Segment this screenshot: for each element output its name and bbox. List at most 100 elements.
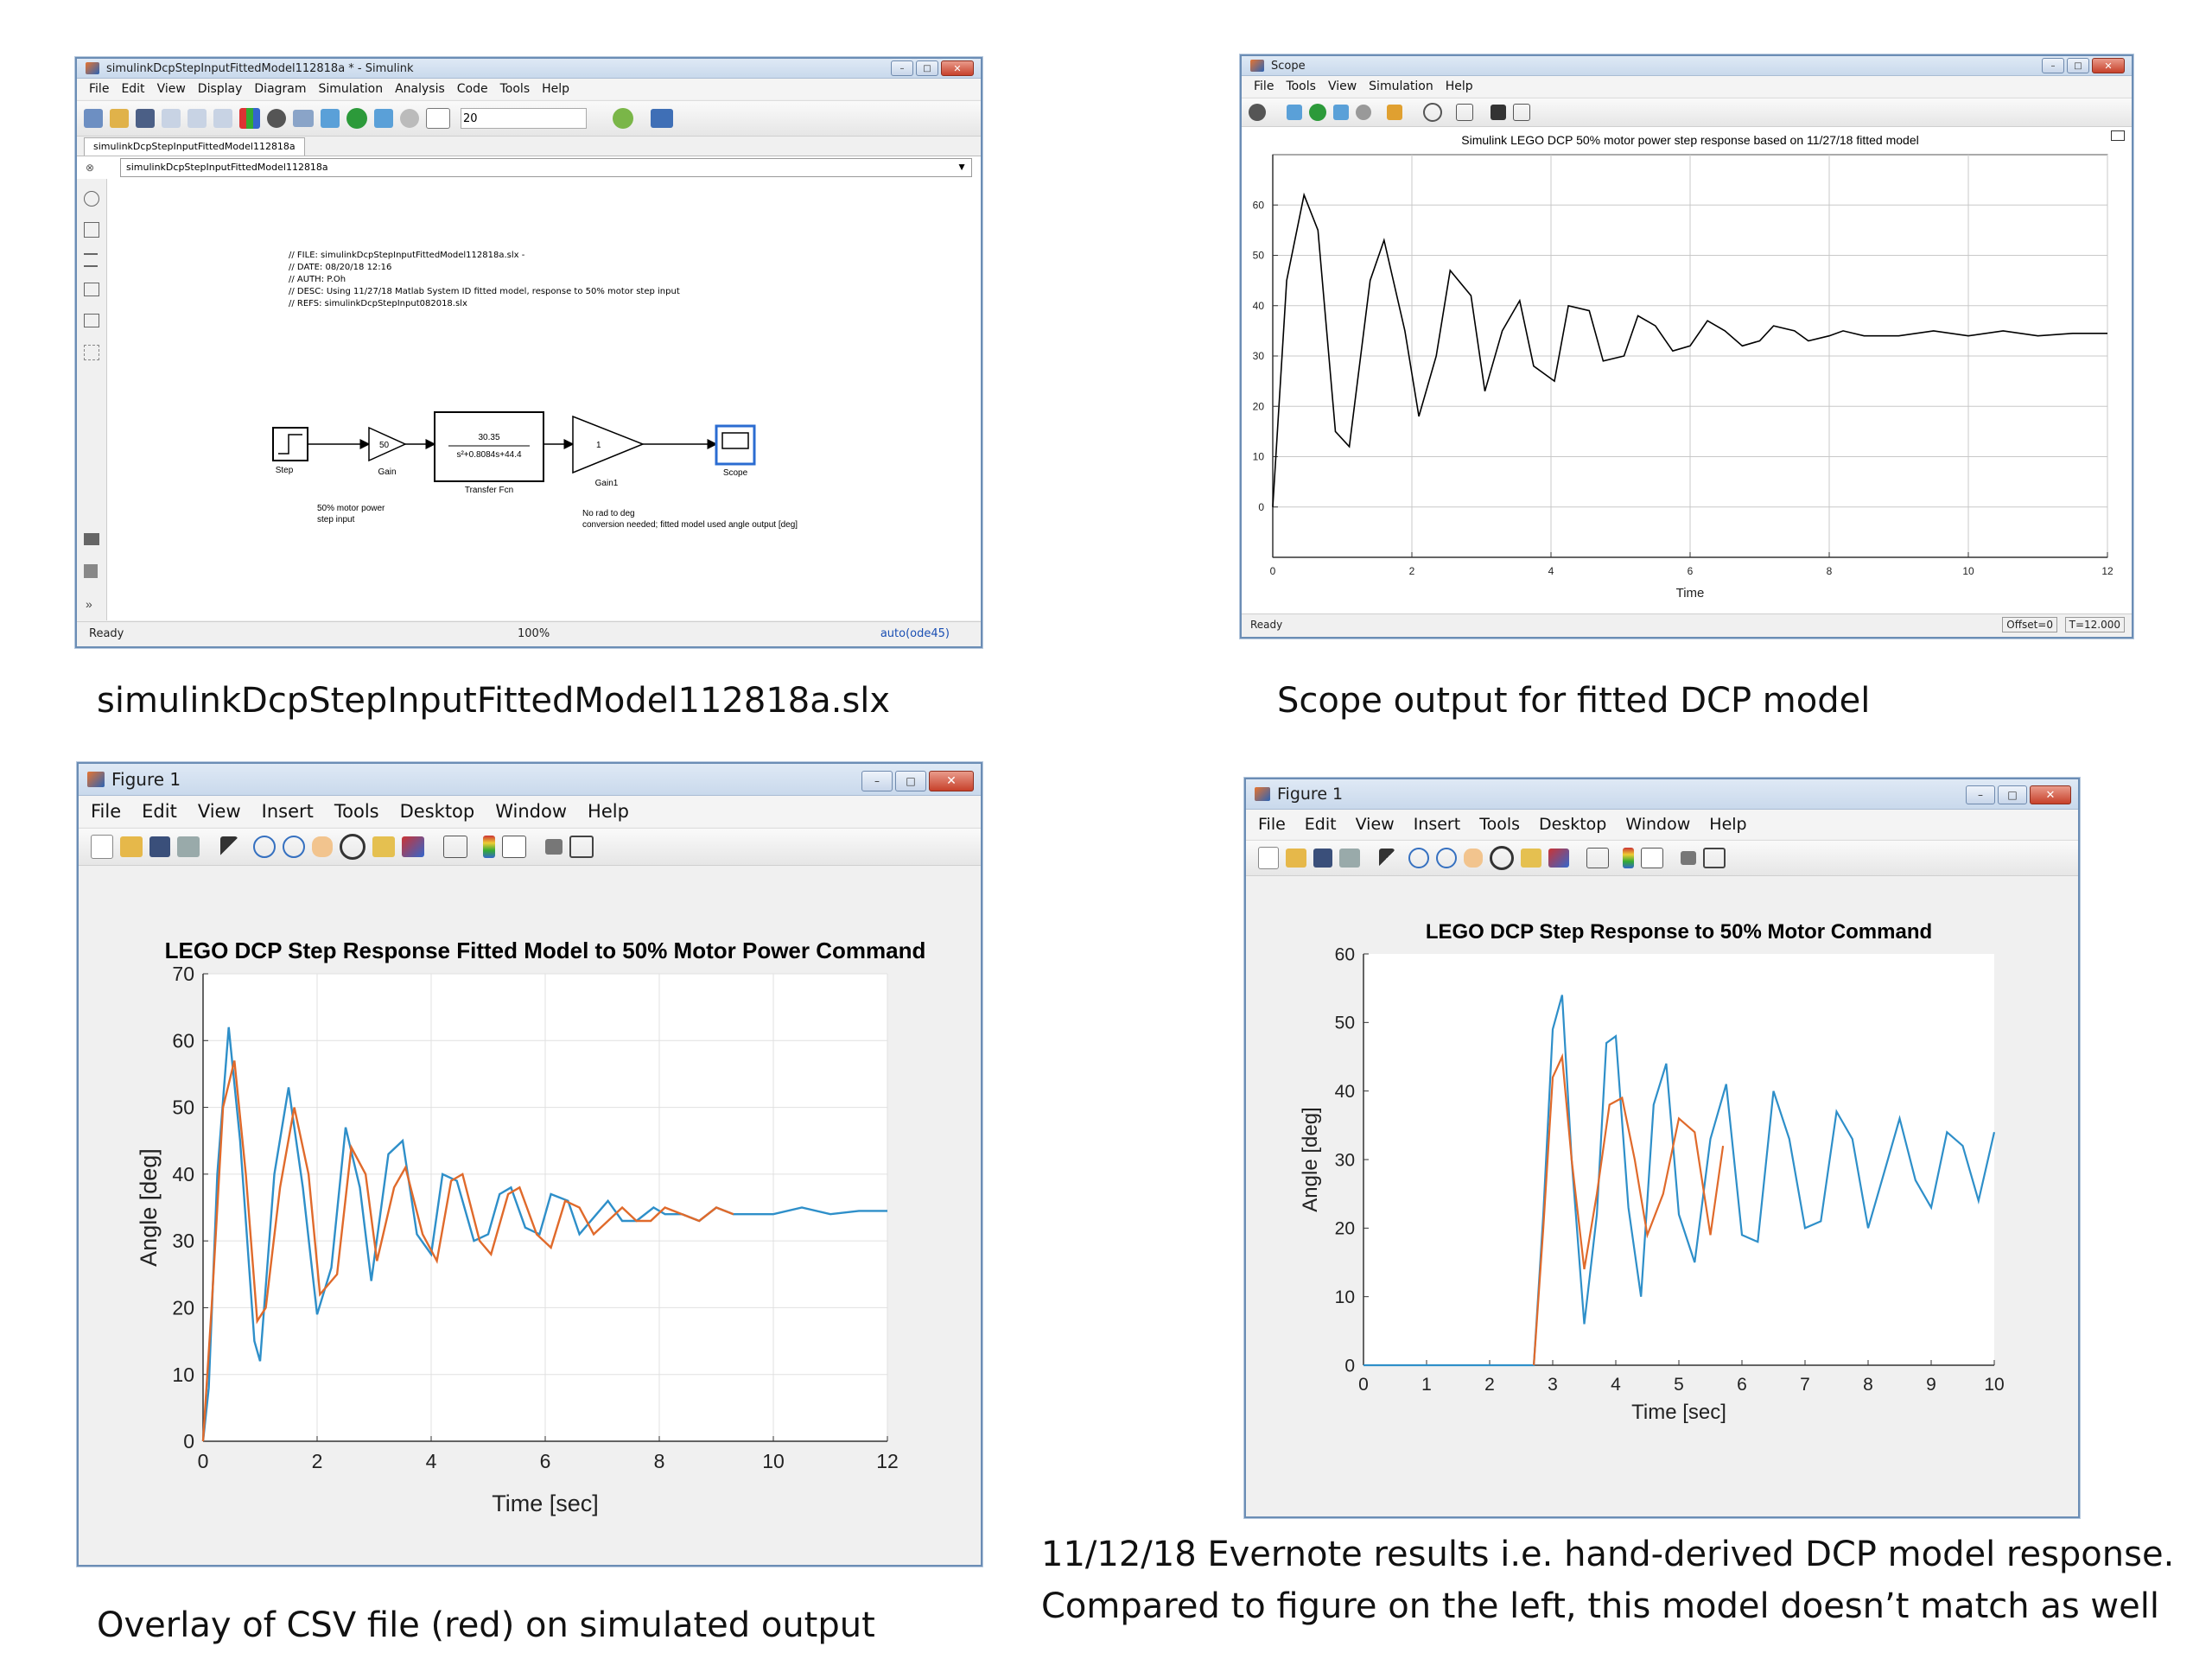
close-button[interactable]: ✕	[929, 771, 974, 791]
menu-window[interactable]: Window	[1625, 815, 1691, 834]
brush-icon[interactable]	[1548, 849, 1569, 868]
settings-gear-icon[interactable]	[267, 109, 286, 128]
close-button[interactable]: ✕	[2030, 785, 2071, 804]
step-block[interactable]	[272, 427, 308, 461]
brush-icon[interactable]	[402, 836, 424, 857]
menu-simulation[interactable]: Simulation	[1369, 79, 1433, 93]
menu-display[interactable]: Display	[197, 82, 243, 96]
menu-help[interactable]: Help	[588, 801, 629, 822]
highlight-icon[interactable]	[1387, 105, 1402, 120]
menu-file[interactable]: File	[1258, 815, 1286, 834]
hide-plot-tools-icon[interactable]	[1681, 851, 1696, 865]
open-icon[interactable]	[1286, 849, 1306, 868]
link-plot-icon[interactable]	[1586, 848, 1609, 868]
show-plot-tools-icon[interactable]	[1703, 848, 1726, 868]
step-back-icon[interactable]	[1287, 105, 1302, 120]
menu-file[interactable]: File	[89, 82, 110, 96]
rotate-icon[interactable]	[340, 834, 365, 860]
data-cursor-icon[interactable]	[1521, 849, 1541, 868]
menu-code[interactable]: Code	[456, 82, 488, 96]
scope-block[interactable]	[715, 424, 756, 466]
screenshot-icon[interactable]	[84, 533, 99, 545]
step-forward-icon[interactable]	[1333, 105, 1349, 120]
rotate-icon[interactable]	[1490, 846, 1514, 870]
close-button[interactable]: ✕	[2092, 58, 2125, 73]
colorbar-icon[interactable]	[483, 836, 495, 858]
menu-tools[interactable]: Tools	[1479, 815, 1520, 834]
save-icon[interactable]	[1313, 849, 1332, 868]
address-bar[interactable]: ⊗ simulinkDcpStepInputFittedModel112818a…	[77, 156, 981, 180]
menu-help[interactable]: Help	[542, 82, 570, 96]
image-icon[interactable]	[84, 314, 99, 327]
gain1-block[interactable]	[572, 415, 645, 474]
edit-plot-icon[interactable]	[220, 836, 238, 857]
step-forward-icon[interactable]	[374, 109, 393, 128]
library-browser-icon[interactable]	[239, 108, 260, 129]
open-icon[interactable]	[110, 109, 129, 128]
route-lines-icon[interactable]	[84, 253, 98, 267]
new-figure-icon[interactable]	[91, 835, 113, 859]
status-solver[interactable]: auto(ode45)	[880, 627, 950, 640]
minimize-button[interactable]: –	[861, 771, 893, 791]
menu-view[interactable]: View	[156, 82, 186, 96]
maximize-button[interactable]: □	[916, 60, 938, 76]
menu-desktop[interactable]: Desktop	[1539, 815, 1607, 834]
minimize-button[interactable]: –	[2042, 58, 2064, 73]
pan-icon[interactable]	[1464, 849, 1483, 868]
measurements-icon[interactable]	[1513, 104, 1530, 121]
maximize-button[interactable]: □	[1998, 785, 2027, 804]
menu-help[interactable]: Help	[1709, 815, 1747, 834]
step-back-icon[interactable]	[321, 109, 340, 128]
zoom-icon[interactable]	[84, 191, 99, 207]
menu-edit[interactable]: Edit	[142, 801, 177, 822]
edit-plot-icon[interactable]	[1379, 849, 1395, 868]
stop-icon[interactable]	[1356, 105, 1371, 120]
fit-view-icon[interactable]	[84, 222, 99, 238]
menu-insert[interactable]: Insert	[1413, 815, 1461, 834]
open-icon[interactable]	[120, 836, 143, 857]
model-tab[interactable]: simulinkDcpStepInputFittedModel112818a	[84, 137, 305, 156]
expand-palette-icon[interactable]: »	[86, 597, 92, 611]
legend-icon[interactable]	[502, 836, 526, 858]
zoom-out-icon[interactable]	[283, 836, 305, 858]
forward-icon[interactable]	[188, 109, 207, 128]
menu-view[interactable]: View	[1327, 79, 1357, 93]
menu-simulation[interactable]: Simulation	[318, 82, 384, 96]
menu-tools[interactable]: Tools	[334, 801, 379, 822]
stop-time-input[interactable]	[461, 108, 587, 129]
new-model-icon[interactable]	[84, 109, 103, 128]
menu-view[interactable]: View	[197, 801, 241, 822]
link-plot-icon[interactable]	[443, 836, 467, 858]
hide-plot-tools-icon[interactable]	[545, 839, 563, 855]
model-canvas[interactable]: // FILE: simulinkDcpStepInputFittedModel…	[107, 179, 981, 620]
minimize-button[interactable]: –	[1966, 785, 1995, 804]
colorbar-icon[interactable]	[1623, 848, 1634, 868]
annotation-icon[interactable]	[84, 283, 99, 296]
menu-file[interactable]: File	[91, 801, 122, 822]
run-icon[interactable]	[1309, 104, 1326, 121]
maximize-button[interactable]: □	[2067, 58, 2089, 73]
undock-icon[interactable]	[2111, 130, 2125, 141]
zoom-in-icon[interactable]	[253, 836, 276, 858]
menu-tools[interactable]: Tools	[499, 82, 531, 96]
minimize-button[interactable]: –	[891, 60, 913, 76]
new-figure-icon[interactable]	[1258, 847, 1279, 869]
triggers-icon[interactable]	[1491, 105, 1506, 120]
run-icon[interactable]	[346, 108, 367, 129]
save-icon[interactable]	[149, 836, 170, 857]
menu-help[interactable]: Help	[1445, 79, 1473, 93]
settings-gear-icon[interactable]	[1249, 104, 1266, 121]
menu-desktop[interactable]: Desktop	[399, 801, 475, 822]
show-plot-tools-icon[interactable]	[569, 836, 594, 858]
back-icon[interactable]	[162, 109, 181, 128]
menu-edit[interactable]: Edit	[1304, 815, 1337, 834]
menu-view[interactable]: View	[1355, 815, 1395, 834]
data-cursor-icon[interactable]	[372, 836, 395, 857]
zoom-icon[interactable]	[1423, 103, 1442, 122]
print-icon[interactable]	[1339, 849, 1360, 868]
area-icon[interactable]	[84, 345, 99, 360]
print-icon[interactable]	[177, 836, 200, 857]
zoom-in-icon[interactable]	[1408, 848, 1429, 868]
menu-edit[interactable]: Edit	[121, 82, 145, 96]
menu-insert[interactable]: Insert	[261, 801, 314, 822]
